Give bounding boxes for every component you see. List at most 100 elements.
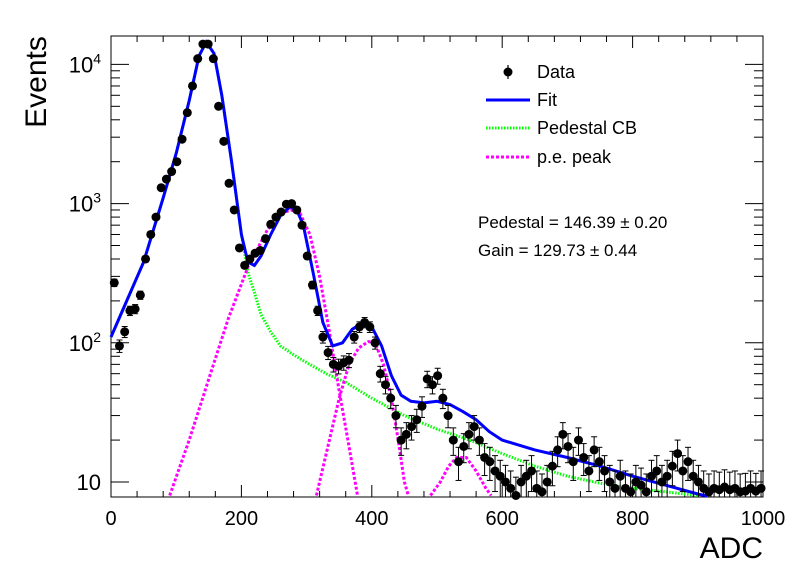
curve-pedestal-cb — [109, 39, 698, 497]
data-point — [553, 436, 563, 468]
data-point — [167, 167, 177, 177]
curve-p-e-peak — [314, 340, 410, 496]
legend-item-pe-peak: p.e. peak — [486, 147, 612, 167]
legend-item-pedestal-cb: Pedestal CB — [486, 118, 637, 138]
data-point — [177, 134, 187, 144]
data-point — [114, 339, 124, 353]
legend-item-fit: Fit — [486, 90, 557, 110]
data-point — [610, 470, 620, 497]
gain-annotation: Gain = 129.73 ± 0.44 — [478, 241, 637, 260]
data-point — [172, 157, 182, 167]
data-point — [667, 450, 677, 487]
x-tick-label: 1000 — [741, 508, 786, 530]
data-point — [297, 220, 307, 230]
data-point — [506, 470, 516, 497]
data-point — [156, 183, 166, 193]
data-point — [511, 476, 521, 500]
data-point — [594, 446, 604, 481]
data-point — [292, 205, 302, 215]
data-point — [678, 455, 688, 493]
data-point — [573, 427, 583, 456]
data-point — [615, 459, 625, 497]
data-point — [474, 427, 484, 456]
data-point — [469, 415, 479, 441]
data-point — [683, 446, 693, 481]
data-point — [234, 243, 244, 253]
y-tick-label: 10 — [77, 470, 101, 495]
data-point — [313, 305, 323, 317]
x-tick-label: 600 — [486, 508, 519, 530]
x-axis-label: ADC — [700, 532, 763, 565]
legend-label-pe-peak: p.e. peak — [537, 147, 612, 167]
data-point — [193, 54, 203, 64]
data-point — [344, 353, 354, 369]
data-point — [261, 234, 271, 244]
data-point — [224, 178, 234, 188]
data-point — [688, 459, 698, 497]
data-point — [276, 207, 286, 217]
x-tick-label: 0 — [105, 508, 116, 530]
data-point — [464, 422, 474, 450]
data-point — [641, 473, 651, 497]
data-point — [302, 251, 312, 261]
data-point — [401, 422, 411, 450]
data-point — [558, 422, 568, 450]
y-tick-label: 103 — [69, 190, 101, 217]
curve-p-e-peak — [168, 208, 359, 496]
data-point — [120, 325, 130, 339]
data-point — [407, 415, 417, 441]
data-point — [386, 388, 396, 410]
data-point — [448, 427, 458, 456]
data-point — [396, 427, 406, 456]
y-tick-label: 104 — [69, 50, 101, 77]
data-point — [563, 433, 573, 464]
data-points — [109, 39, 766, 500]
data-point — [636, 467, 646, 497]
data-point — [438, 388, 448, 410]
data-point — [516, 464, 526, 497]
data-point — [161, 174, 171, 184]
data-point — [500, 464, 510, 497]
data-point — [188, 81, 197, 91]
legend-label-fit: Fit — [537, 90, 557, 110]
data-point — [135, 290, 145, 300]
data-point — [375, 365, 385, 383]
data-point — [380, 376, 390, 395]
data-point — [203, 39, 213, 49]
data-point — [141, 254, 151, 264]
y-axis-label: Events — [20, 36, 53, 128]
data-point — [657, 464, 667, 497]
data-point — [182, 108, 192, 118]
data-point — [542, 464, 552, 497]
data-point — [365, 321, 375, 333]
data-point — [547, 450, 557, 487]
data-point — [146, 229, 156, 239]
data-point — [756, 470, 766, 497]
x-tick-label: 800 — [616, 508, 649, 530]
data-point — [349, 331, 359, 344]
data-point — [537, 473, 547, 497]
data-point — [626, 473, 636, 497]
data-point — [391, 404, 401, 429]
data-point — [584, 455, 594, 493]
data-point — [240, 260, 250, 270]
legend-label-pedestal-cb: Pedestal CB — [537, 118, 637, 138]
data-point — [318, 331, 328, 344]
data-point — [417, 396, 427, 418]
data-point — [579, 443, 589, 477]
curve-p-e-peak — [429, 456, 493, 497]
data-point — [214, 101, 224, 111]
data-point — [151, 212, 161, 222]
legend: Data Fit Pedestal CB p.e. peak — [486, 62, 637, 167]
y-tick-label: 102 — [69, 329, 101, 356]
data-point — [307, 280, 317, 290]
plot-frame — [110, 35, 764, 498]
data-point — [568, 446, 578, 481]
data-point — [208, 54, 218, 64]
data-point — [255, 246, 265, 256]
x-tick-label: 200 — [225, 508, 258, 530]
data-point — [109, 278, 119, 288]
data-point — [266, 219, 276, 229]
x-tick-label: 400 — [355, 508, 388, 530]
